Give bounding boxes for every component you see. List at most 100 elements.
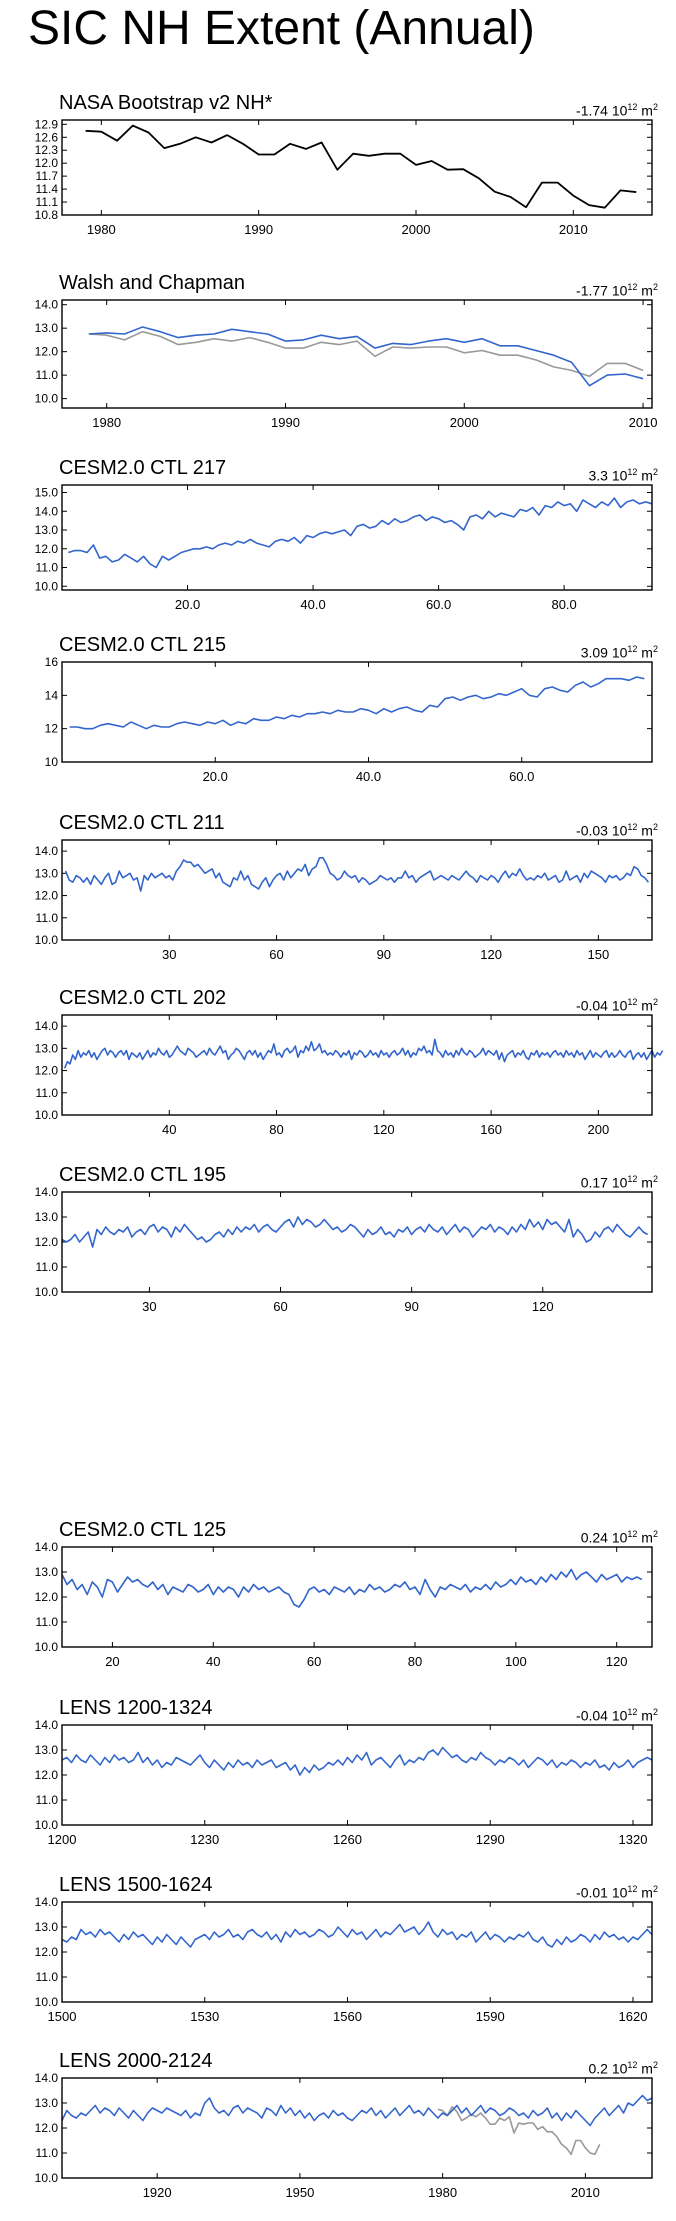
trend-label: 0.17 1012 m2 xyxy=(581,1170,658,1192)
y-tick-label: 10.0 xyxy=(35,933,59,947)
trend-value: -1.77 10 xyxy=(576,282,628,299)
trend-unit: m xyxy=(637,997,653,1014)
trend-value: 0.2 10 xyxy=(588,2060,628,2077)
y-tick-label: 14 xyxy=(45,688,59,702)
y-tick-label: 14.0 xyxy=(35,298,59,312)
x-tick-label: 60.0 xyxy=(426,597,451,612)
y-tick-label: 12.0 xyxy=(35,2121,59,2135)
y-tick-label: 14.0 xyxy=(35,2071,59,2085)
x-tick-label: 160 xyxy=(480,1122,502,1137)
y-tick-label: 10.0 xyxy=(35,2171,59,2185)
y-tick-label: 12.0 xyxy=(35,889,59,903)
plot-frame xyxy=(61,1901,653,2003)
x-tick-label: 120 xyxy=(532,1299,554,1314)
trend-exponent: 12 xyxy=(627,1529,638,1539)
x-tick-label: 1920 xyxy=(143,2185,172,2200)
y-tick-label: 13.0 xyxy=(35,1210,59,1224)
x-tick-label: 200 xyxy=(588,1122,610,1137)
x-tick-label: 1320 xyxy=(619,1832,648,1847)
x-tick-label: 1500 xyxy=(48,2009,77,2024)
trend-exponent: 12 xyxy=(627,997,638,1007)
x-tick-label: 20 xyxy=(105,1654,119,1669)
y-tick-label: 10.0 xyxy=(35,1995,59,2009)
trend-exponent: 12 xyxy=(627,822,638,832)
y-tick-label: 14.0 xyxy=(35,1895,59,1909)
y-tick-label: 14.0 xyxy=(35,504,59,518)
x-tick-label: 1530 xyxy=(190,2009,219,2024)
x-tick-label: 1560 xyxy=(333,2009,362,2024)
trend-exponent: 12 xyxy=(627,1707,638,1717)
y-tick-label: 10.0 xyxy=(35,1108,59,1122)
trend-label: 3.09 1012 m2 xyxy=(581,640,658,662)
trend-unit-exponent: 2 xyxy=(652,1529,658,1539)
y-tick-label: 12.0 xyxy=(35,1235,59,1249)
x-tick-label: 60 xyxy=(269,947,283,962)
plot-area: 10.0 11.0 12.0 13.0 14.0 40 80 120 160 200 xyxy=(35,1014,664,1137)
trend-exponent: 12 xyxy=(627,102,638,112)
x-tick-label: 60 xyxy=(273,1299,287,1314)
trend-unit-exponent: 2 xyxy=(652,467,658,477)
y-tick-label: 11.0 xyxy=(36,561,59,575)
trend-label: -0.04 1012 m2 xyxy=(576,993,658,1015)
trend-label: 0.2 1012 m2 xyxy=(588,2056,658,2078)
trend-label: -1.74 1012 m2 xyxy=(576,98,658,120)
plot-area: 10.0 11.0 12.0 13.0 14.0 1980 1990 2000 2010 xyxy=(35,298,658,430)
trend-value: -0.04 10 xyxy=(576,1707,628,1724)
series-line xyxy=(437,2105,601,2156)
x-tick-label: 2010 xyxy=(571,2185,600,2200)
plot-frame xyxy=(61,1191,653,1293)
x-tick-label: 90 xyxy=(377,947,391,962)
y-tick-label: 15.0 xyxy=(35,486,59,500)
trend-label: 0.24 1012 m2 xyxy=(581,1525,658,1547)
plot-frame xyxy=(61,1724,653,1826)
x-tick-label: 40 xyxy=(206,1654,220,1669)
y-tick-label: 10.0 xyxy=(35,392,59,406)
y-tick-label: 12.6 xyxy=(35,130,59,144)
y-tick-label: 14.0 xyxy=(35,1019,59,1033)
trend-unit: m xyxy=(637,282,653,299)
chart-title: CESM2.0 CTL 217 xyxy=(59,457,227,479)
y-tick-label: 13.0 xyxy=(35,321,59,335)
plot-frame xyxy=(61,839,653,941)
y-tick-label: 11.0 xyxy=(36,1970,59,1984)
y-tick-label: 11.0 xyxy=(36,1260,59,1274)
trend-unit: m xyxy=(637,644,653,661)
trend-unit: m xyxy=(637,102,653,119)
x-tick-label: 20.0 xyxy=(203,769,228,784)
plot-area: 10.0 11.0 12.0 13.0 14.0 1500 1530 1560 1590 1620 xyxy=(35,1895,653,2024)
x-tick-label: 2000 xyxy=(402,222,431,237)
trend-unit: m xyxy=(637,822,653,839)
series-line xyxy=(68,497,653,569)
x-tick-label: 80.0 xyxy=(551,597,576,612)
trend-unit-exponent: 2 xyxy=(652,822,658,832)
x-tick-label: 1200 xyxy=(48,1832,77,1847)
trend-exponent: 12 xyxy=(627,2060,638,2070)
trend-label: -0.01 1012 m2 xyxy=(576,1880,658,1902)
chart-title: LENS 2000-2124 xyxy=(59,2050,213,2072)
trend-label: 3.3 1012 m2 xyxy=(588,463,658,485)
x-tick-label: 1950 xyxy=(285,2185,314,2200)
trend-label: -1.77 1012 m2 xyxy=(576,278,658,300)
y-tick-label: 12.0 xyxy=(35,1945,59,1959)
y-tick-label: 13.0 xyxy=(35,1041,59,1055)
x-tick-label: 80 xyxy=(269,1122,283,1137)
x-tick-label: 90 xyxy=(404,1299,418,1314)
y-tick-label: 11.1 xyxy=(36,195,59,209)
x-tick-label: 30 xyxy=(142,1299,156,1314)
x-tick-label: 100 xyxy=(505,1654,527,1669)
y-tick-label: 12.9 xyxy=(35,117,59,131)
plot-frame xyxy=(61,1014,653,1116)
trend-value: -0.04 10 xyxy=(576,997,628,1014)
y-tick-label: 12.0 xyxy=(35,345,59,359)
series-line xyxy=(61,1746,653,1776)
series-line xyxy=(85,124,637,209)
trend-exponent: 12 xyxy=(627,1174,638,1184)
y-tick-label: 14.0 xyxy=(35,1718,59,1732)
series-line xyxy=(61,1216,649,1248)
x-tick-label: 2010 xyxy=(629,415,658,430)
series-line xyxy=(88,330,644,378)
y-tick-label: 12.0 xyxy=(35,1590,59,1604)
y-tick-label: 11.0 xyxy=(36,1086,59,1100)
y-tick-label: 12.0 xyxy=(35,1064,59,1078)
x-tick-label: 150 xyxy=(588,947,610,962)
